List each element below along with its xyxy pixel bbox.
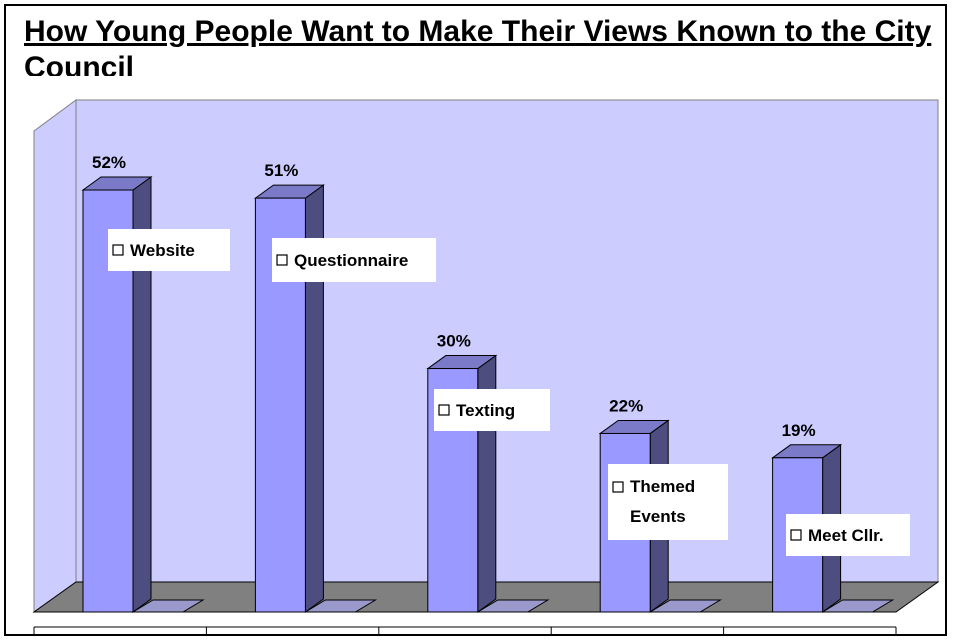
legend-key-square [612,481,624,493]
legend-key-square [276,254,288,266]
category-label: Meet Cllr. [808,526,884,545]
category-label-box [786,514,910,556]
legend-key-square [112,244,124,256]
legend-key-square [438,404,450,416]
value-label: 30% [437,332,471,351]
side-wall [33,99,77,613]
category-label: Events [630,507,686,526]
value-label: 19% [782,421,816,440]
bar-base-plate [820,599,895,613]
legend-key-square [790,529,802,541]
value-label: 51% [264,161,298,180]
category-label-box [434,389,550,431]
bar-base-plate [131,599,205,613]
category-label-box [608,464,728,540]
category-label-box [272,238,436,282]
category-label: Website [130,241,195,260]
category-label: Themed [630,477,695,496]
category-label: Questionnaire [294,251,408,270]
chart-title: How Young People Want to Make Their View… [24,15,932,76]
value-label: 52% [92,153,126,172]
value-label: 22% [609,396,643,415]
bar-base-plate [648,599,723,613]
bar-base-plate [303,599,378,613]
category-label-box [108,229,230,271]
bar-base-plate [475,599,550,613]
category-label: Texting [456,401,515,420]
